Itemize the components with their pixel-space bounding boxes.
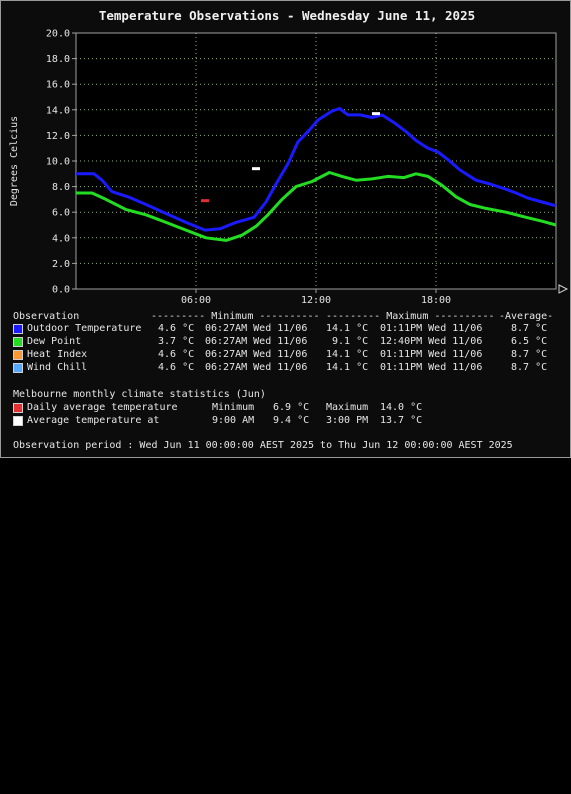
stats-row-min-value: 4.6 °C	[158, 349, 195, 360]
climate-row-col1: 9:00 AM	[212, 415, 255, 426]
climate-marker	[372, 112, 380, 116]
stats-row-min-time: 06:27AM Wed 11/06	[205, 336, 308, 347]
y-tick-label: 2.0	[52, 259, 70, 270]
grid	[72, 32, 556, 293]
y-tick-label: 6.0	[52, 208, 70, 219]
outdoor-temperature-line	[76, 107, 557, 232]
stats-row-min-time: 06:27AM Wed 11/06	[205, 362, 308, 373]
dew-point-line	[76, 171, 557, 242]
y-tick-label: 4.0	[52, 233, 70, 244]
x-tick-label: 06:00	[181, 295, 211, 306]
stats-row-min-value: 4.6 °C	[158, 323, 195, 334]
y-tick-label: 0.0	[52, 285, 70, 296]
stats-row-max-value: 14.1 °C	[326, 323, 369, 334]
stats-row-max-time: 01:11PM Wed 11/06	[380, 323, 483, 334]
stats-header-average: -Average-	[499, 311, 554, 322]
climate-row-label: Average temperature at	[27, 415, 160, 426]
legend-swatch	[13, 350, 23, 360]
climate-swatch	[13, 403, 23, 413]
legend-swatch	[13, 337, 23, 347]
y-tick-label: 8.0	[52, 182, 70, 193]
temperature-chart: Temperature Observations - Wednesday Jun…	[9, 8, 569, 307]
y-tick-label: 12.0	[46, 131, 70, 142]
climate-row-col1-value: 6.9 °C	[273, 402, 310, 413]
y-tick-label: 10.0	[46, 157, 70, 168]
stats-row-min-time: 06:27AM Wed 11/06	[205, 349, 308, 360]
stats-row-average: 8.7 °C	[511, 362, 548, 373]
stats-header-maximum: --------- Maximum ----------	[326, 311, 495, 322]
marker-layer	[201, 112, 380, 203]
climate-row-col2-value: 14.0 °C	[380, 402, 423, 413]
chart-title: Temperature Observations - Wednesday Jun…	[99, 8, 475, 23]
stats-row-max-value: 9.1 °C	[332, 336, 369, 347]
climate-row-label: Daily average temperature	[27, 402, 178, 413]
x-axis-arrow-icon	[558, 284, 569, 294]
stats-row-name: Outdoor Temperature	[27, 323, 142, 334]
series-layer	[76, 107, 557, 242]
stats-row-name: Heat Index	[27, 349, 88, 360]
stats-row-max-value: 14.1 °C	[326, 349, 369, 360]
x-tick-label: 12:00	[301, 295, 331, 306]
stats-row-average: 8.7 °C	[511, 349, 548, 360]
x-tick-label: 18:00	[421, 295, 451, 306]
stats-row-min-time: 06:27AM Wed 11/06	[205, 323, 308, 334]
observation-period: Observation period : Wed Jun 11 00:00:00…	[13, 440, 513, 451]
stats-header-minimum: --------- Minimum ----------	[151, 311, 320, 322]
legend-swatch	[13, 363, 23, 373]
climate-row-col2: 3:00 PM	[326, 415, 369, 426]
climate-row-col2: Maximum	[326, 402, 369, 413]
statistics-panel: Observation --------- Minimum ----------…	[1, 1, 571, 459]
climate-row-col2-value: 13.7 °C	[380, 415, 423, 426]
stats-row-max-time: 01:11PM Wed 11/06	[380, 349, 483, 360]
stats-row-min-value: 3.7 °C	[158, 336, 195, 347]
climate-marker	[252, 167, 260, 171]
legend-swatch	[13, 324, 23, 334]
chart-frame: Temperature Observations - Wednesday Jun…	[0, 0, 571, 458]
stats-row-name: Dew Point	[27, 336, 82, 347]
y-tick-label: 18.0	[46, 54, 70, 65]
stats-row-max-time: 12:40PM Wed 11/06	[380, 336, 483, 347]
climate-row-col1: Minimum	[212, 402, 255, 413]
stats-row-max-time: 01:11PM Wed 11/06	[380, 362, 483, 373]
y-tick-label: 20.0	[46, 29, 70, 40]
stats-row-average: 6.5 °C	[511, 336, 548, 347]
climate-marker	[201, 199, 209, 203]
climate-title: Melbourne monthly climate statistics (Ju…	[13, 389, 266, 400]
y-axis-label: Degrees Celcius	[9, 116, 20, 206]
y-tick-label: 16.0	[46, 80, 70, 91]
climate-row-col1-value: 9.4 °C	[273, 415, 310, 426]
stats-row-min-value: 4.6 °C	[158, 362, 195, 373]
stats-header-label: Observation	[13, 311, 80, 322]
stats-row-name: Wind Chill	[27, 362, 88, 373]
y-tick-label: 14.0	[46, 105, 70, 116]
tick-labels: 0.0 2.0 4.0 6.0 8.0 10.0 12.0 14.0 16.0 18.0 20.0 0…	[46, 29, 451, 307]
stats-row-average: 8.7 °C	[511, 323, 548, 334]
stats-row-max-value: 14.1 °C	[326, 362, 369, 373]
climate-swatch	[13, 416, 23, 426]
